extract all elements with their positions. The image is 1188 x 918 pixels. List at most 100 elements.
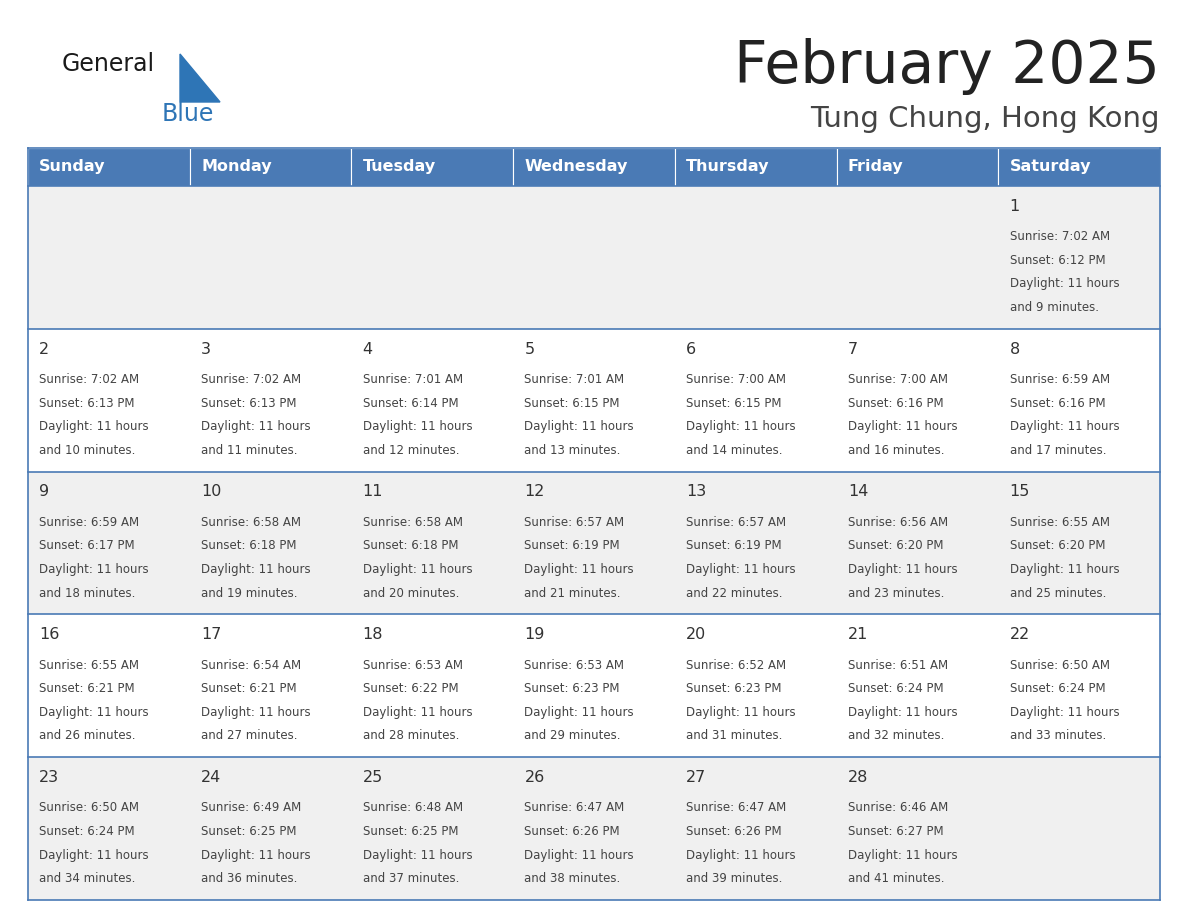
- Text: Saturday: Saturday: [1010, 160, 1091, 174]
- Text: Sunrise: 6:47 AM: Sunrise: 6:47 AM: [524, 801, 625, 814]
- Text: Sunrise: 6:58 AM: Sunrise: 6:58 AM: [201, 516, 301, 529]
- Text: Sunset: 6:16 PM: Sunset: 6:16 PM: [1010, 397, 1105, 409]
- Text: Daylight: 11 hours: Daylight: 11 hours: [362, 563, 473, 576]
- Text: 5: 5: [524, 341, 535, 357]
- Text: and 37 minutes.: and 37 minutes.: [362, 872, 459, 885]
- Text: Sunset: 6:13 PM: Sunset: 6:13 PM: [39, 397, 134, 409]
- Bar: [29, 757, 1159, 900]
- Text: Daylight: 11 hours: Daylight: 11 hours: [201, 420, 310, 433]
- Text: 24: 24: [201, 770, 221, 785]
- Text: 28: 28: [848, 770, 868, 785]
- Text: and 21 minutes.: and 21 minutes.: [524, 587, 621, 599]
- Text: Sunset: 6:26 PM: Sunset: 6:26 PM: [687, 825, 782, 838]
- Text: 8: 8: [1010, 341, 1019, 357]
- Text: Sunrise: 7:00 AM: Sunrise: 7:00 AM: [848, 373, 948, 386]
- Text: and 27 minutes.: and 27 minutes.: [201, 730, 297, 743]
- Text: Sunrise: 6:59 AM: Sunrise: 6:59 AM: [39, 516, 139, 529]
- Text: Sunrise: 7:02 AM: Sunrise: 7:02 AM: [201, 373, 302, 386]
- Text: 17: 17: [201, 627, 221, 643]
- Text: and 39 minutes.: and 39 minutes.: [687, 872, 783, 885]
- Text: Sunrise: 6:47 AM: Sunrise: 6:47 AM: [687, 801, 786, 814]
- Text: Sunset: 6:27 PM: Sunset: 6:27 PM: [848, 825, 943, 838]
- Bar: [836, 148, 998, 186]
- Text: and 17 minutes.: and 17 minutes.: [1010, 443, 1106, 457]
- Text: Sunset: 6:13 PM: Sunset: 6:13 PM: [201, 397, 297, 409]
- Text: Daylight: 11 hours: Daylight: 11 hours: [39, 420, 148, 433]
- Text: and 14 minutes.: and 14 minutes.: [687, 443, 783, 457]
- Text: 16: 16: [39, 627, 59, 643]
- Text: 7: 7: [848, 341, 858, 357]
- Text: Sunset: 6:24 PM: Sunset: 6:24 PM: [39, 825, 135, 838]
- Text: Sunset: 6:25 PM: Sunset: 6:25 PM: [201, 825, 297, 838]
- Text: and 31 minutes.: and 31 minutes.: [687, 730, 783, 743]
- Text: Daylight: 11 hours: Daylight: 11 hours: [362, 848, 473, 862]
- Text: Sunrise: 6:50 AM: Sunrise: 6:50 AM: [1010, 659, 1110, 672]
- Text: Sunrise: 7:00 AM: Sunrise: 7:00 AM: [687, 373, 786, 386]
- Text: Sunrise: 6:57 AM: Sunrise: 6:57 AM: [524, 516, 625, 529]
- Bar: [190, 148, 352, 186]
- Text: 11: 11: [362, 485, 384, 499]
- Text: Sunset: 6:25 PM: Sunset: 6:25 PM: [362, 825, 459, 838]
- Text: and 11 minutes.: and 11 minutes.: [201, 443, 297, 457]
- Text: and 36 minutes.: and 36 minutes.: [201, 872, 297, 885]
- Text: Sunset: 6:23 PM: Sunset: 6:23 PM: [524, 682, 620, 695]
- Text: and 28 minutes.: and 28 minutes.: [362, 730, 459, 743]
- Text: 13: 13: [687, 485, 707, 499]
- Text: Sunset: 6:18 PM: Sunset: 6:18 PM: [201, 540, 297, 553]
- Text: Sunset: 6:26 PM: Sunset: 6:26 PM: [524, 825, 620, 838]
- Text: 10: 10: [201, 485, 221, 499]
- Text: Daylight: 11 hours: Daylight: 11 hours: [201, 706, 310, 719]
- Text: Daylight: 11 hours: Daylight: 11 hours: [39, 848, 148, 862]
- Text: Daylight: 11 hours: Daylight: 11 hours: [524, 706, 634, 719]
- Text: Daylight: 11 hours: Daylight: 11 hours: [848, 706, 958, 719]
- Text: 21: 21: [848, 627, 868, 643]
- Text: Daylight: 11 hours: Daylight: 11 hours: [524, 420, 634, 433]
- Text: Tung Chung, Hong Kong: Tung Chung, Hong Kong: [810, 105, 1159, 133]
- Text: Sunrise: 6:58 AM: Sunrise: 6:58 AM: [362, 516, 463, 529]
- Text: Sunset: 6:23 PM: Sunset: 6:23 PM: [687, 682, 782, 695]
- Text: Sunrise: 6:49 AM: Sunrise: 6:49 AM: [201, 801, 302, 814]
- Text: 25: 25: [362, 770, 383, 785]
- Text: Sunset: 6:22 PM: Sunset: 6:22 PM: [362, 682, 459, 695]
- Text: Daylight: 11 hours: Daylight: 11 hours: [39, 563, 148, 576]
- Text: and 9 minutes.: and 9 minutes.: [1010, 301, 1099, 314]
- Text: Sunrise: 6:54 AM: Sunrise: 6:54 AM: [201, 659, 302, 672]
- Text: 19: 19: [524, 627, 545, 643]
- Text: Sunset: 6:12 PM: Sunset: 6:12 PM: [1010, 254, 1105, 267]
- Text: Daylight: 11 hours: Daylight: 11 hours: [524, 563, 634, 576]
- Text: 9: 9: [39, 485, 50, 499]
- Text: and 22 minutes.: and 22 minutes.: [687, 587, 783, 599]
- Text: Sunrise: 6:56 AM: Sunrise: 6:56 AM: [848, 516, 948, 529]
- Text: Daylight: 11 hours: Daylight: 11 hours: [687, 706, 796, 719]
- Text: and 20 minutes.: and 20 minutes.: [362, 587, 459, 599]
- Text: and 29 minutes.: and 29 minutes.: [524, 730, 621, 743]
- Text: Sunset: 6:15 PM: Sunset: 6:15 PM: [524, 397, 620, 409]
- Text: and 34 minutes.: and 34 minutes.: [39, 872, 135, 885]
- Text: 14: 14: [848, 485, 868, 499]
- Text: Sunrise: 6:50 AM: Sunrise: 6:50 AM: [39, 801, 139, 814]
- Text: Sunset: 6:19 PM: Sunset: 6:19 PM: [687, 540, 782, 553]
- Text: and 26 minutes.: and 26 minutes.: [39, 730, 135, 743]
- Text: 3: 3: [201, 341, 211, 357]
- Text: Sunset: 6:15 PM: Sunset: 6:15 PM: [687, 397, 782, 409]
- Text: Sunrise: 7:02 AM: Sunrise: 7:02 AM: [1010, 230, 1110, 243]
- Text: February 2025: February 2025: [734, 38, 1159, 95]
- Bar: [998, 148, 1159, 186]
- Text: and 23 minutes.: and 23 minutes.: [848, 587, 944, 599]
- Text: and 41 minutes.: and 41 minutes.: [848, 872, 944, 885]
- Bar: [513, 148, 675, 186]
- Text: Sunset: 6:17 PM: Sunset: 6:17 PM: [39, 540, 135, 553]
- Text: Blue: Blue: [162, 102, 214, 126]
- Text: Sunset: 6:18 PM: Sunset: 6:18 PM: [362, 540, 459, 553]
- Text: Sunrise: 7:01 AM: Sunrise: 7:01 AM: [362, 373, 463, 386]
- Bar: [29, 472, 1159, 614]
- Text: Tuesday: Tuesday: [362, 160, 436, 174]
- Text: General: General: [62, 52, 156, 76]
- Text: 4: 4: [362, 341, 373, 357]
- Text: Daylight: 11 hours: Daylight: 11 hours: [687, 420, 796, 433]
- Text: Sunrise: 6:46 AM: Sunrise: 6:46 AM: [848, 801, 948, 814]
- Text: Sunrise: 7:01 AM: Sunrise: 7:01 AM: [524, 373, 625, 386]
- Text: 1: 1: [1010, 199, 1019, 214]
- Text: Daylight: 11 hours: Daylight: 11 hours: [362, 420, 473, 433]
- Text: Sunrise: 6:52 AM: Sunrise: 6:52 AM: [687, 659, 786, 672]
